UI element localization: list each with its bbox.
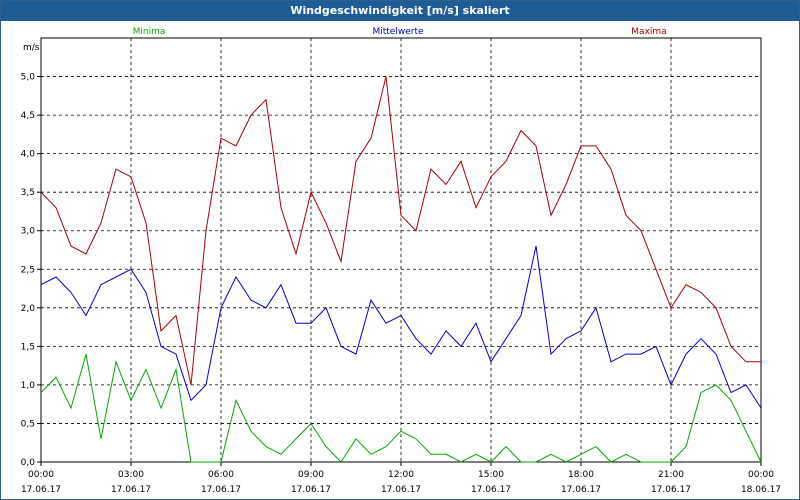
series-group: [40, 76, 762, 463]
x-tick-date: 17.06.17: [381, 485, 421, 495]
y-tick-label: 5,0: [21, 73, 36, 83]
x-tick-date: 17.06.17: [111, 485, 151, 495]
legend-mittelwerte: Mittelwerte: [372, 27, 423, 37]
x-tick-date: 17.06.17: [201, 485, 241, 495]
y-tick-label: 4,5: [21, 111, 35, 121]
y-tick-label: 3,5: [21, 188, 35, 198]
y-tick-label: 2,0: [21, 304, 36, 314]
y-axis-label: m/s: [23, 43, 40, 53]
x-tick-date: 17.06.17: [21, 485, 61, 495]
y-tick-label: 0,0: [21, 458, 36, 468]
x-tick-time: 03:00: [118, 470, 144, 480]
y-tick-label: 0,5: [21, 419, 35, 429]
legend: Minima Mittelwerte Maxima: [133, 27, 667, 37]
x-tick-time: 21:00: [658, 470, 684, 480]
x-tick-time: 18:00: [568, 470, 594, 480]
line-chart: 0,0 0,5 1,0 1,5 2,0 2,5 3,0 3,5 4,0 4,5 5,0 00:00 1…: [21, 27, 781, 495]
x-tick-date: 17.06.17: [471, 485, 511, 495]
x-tick-date: 17.06.17: [651, 485, 691, 495]
x-tick-date: 18.06.17: [741, 485, 781, 495]
series-line-mittelwerte: [40, 245, 762, 409]
x-tick-time: 15:00: [478, 470, 504, 480]
x-tick-time: 00:00: [28, 470, 54, 480]
window-title: Windgeschwindigkeit [m/s] skaliert: [1, 1, 799, 21]
y-tick-label: 1,0: [21, 381, 36, 391]
legend-minima: Minima: [133, 27, 166, 37]
x-axis: 00:00 17.06.17 03:00 17.06.17 06:00 17.06.17 0…: [21, 462, 781, 495]
legend-maxima: Maxima: [631, 27, 666, 37]
x-tick-date: 17.06.17: [291, 485, 331, 495]
x-tick-time: 09:00: [298, 470, 324, 480]
y-tick-label: 1,5: [21, 342, 35, 352]
series-line-minima: [40, 353, 762, 463]
y-tick-label: 3,0: [21, 227, 36, 237]
x-tick-time: 06:00: [208, 470, 234, 480]
x-tick-time: 12:00: [388, 470, 414, 480]
series-line-maxima: [40, 76, 761, 386]
y-tick-label: 2,5: [21, 265, 35, 275]
y-tick-label: 4,0: [21, 150, 36, 160]
y-axis: 0,0 0,5 1,0 1,5 2,0 2,5 3,0 3,5 4,0 4,5 5,0: [21, 73, 41, 468]
x-tick-time: 00:00: [748, 470, 774, 480]
grid-lines: [41, 38, 761, 462]
x-tick-date: 17.06.17: [561, 485, 601, 495]
